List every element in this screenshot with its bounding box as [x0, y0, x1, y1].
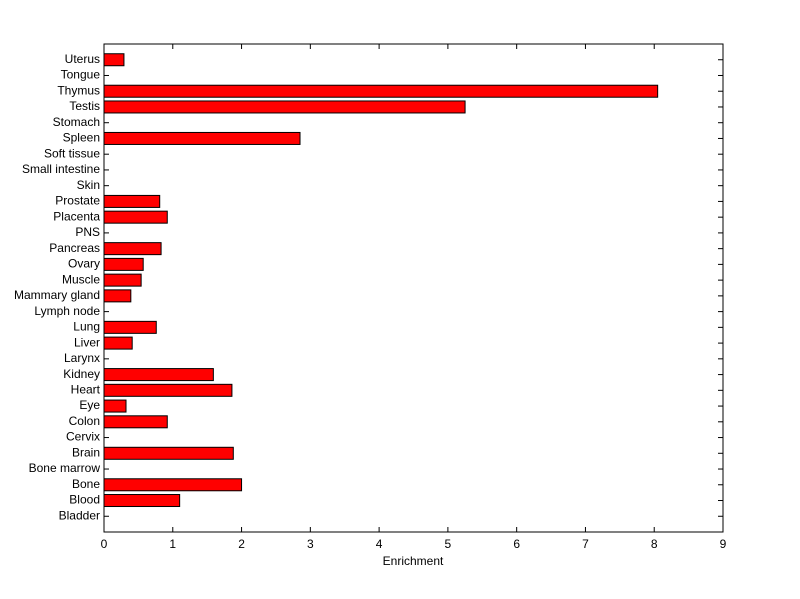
y-tick-label: Blood [69, 493, 100, 507]
bar [103, 273, 142, 287]
y-tick-label: Bone [72, 477, 100, 491]
y-tick-label: Bladder [59, 508, 100, 522]
y-tick-label: PNS [75, 225, 100, 239]
bar [103, 494, 181, 508]
y-tick-label: Testis [69, 99, 100, 113]
bar [103, 100, 466, 114]
y-tick-label: Brain [72, 445, 100, 459]
y-tick-label: Lung [73, 320, 100, 334]
x-tick-label: 5 [445, 537, 452, 551]
y-tick-label: Mammary gland [14, 288, 100, 302]
y-tick-label: Muscle [62, 272, 100, 286]
bar [103, 383, 233, 397]
x-tick-label: 4 [376, 537, 383, 551]
y-tick-label: Heart [71, 382, 101, 396]
bar [103, 336, 133, 350]
x-axis-label: Enrichment [383, 554, 444, 568]
y-tick-label: Lymph node [34, 304, 100, 318]
x-tick-label: 8 [651, 537, 658, 551]
plot-frame [103, 43, 724, 533]
y-tick-label: Bone marrow [29, 461, 101, 475]
y-tick-label: Soft tissue [44, 146, 100, 160]
bar [103, 194, 161, 208]
x-tick-label: 7 [582, 537, 589, 551]
y-tick-label: Cervix [66, 430, 100, 444]
bar [103, 399, 127, 413]
bar [103, 478, 243, 492]
bar [103, 131, 301, 145]
bar [103, 53, 125, 67]
x-tick-label: 3 [307, 537, 314, 551]
x-tick-label: 6 [513, 537, 520, 551]
y-tick-label: Tongue [61, 68, 101, 82]
y-tick-label: Placenta [53, 209, 100, 223]
x-tick-label: 1 [169, 537, 176, 551]
bar [103, 320, 157, 334]
y-tick-label: Small intestine [22, 162, 100, 176]
bar [103, 446, 234, 460]
y-tick-label: Pancreas [49, 241, 100, 255]
bar [103, 289, 132, 303]
bar [103, 242, 162, 256]
y-tick-label: Liver [74, 335, 100, 349]
y-tick-label: Uterus [65, 52, 100, 66]
x-tick-label: 0 [101, 537, 108, 551]
bar [103, 415, 168, 429]
bar [103, 257, 144, 271]
y-tick-label: Skin [77, 178, 100, 192]
x-tick-label: 2 [238, 537, 245, 551]
y-tick-label: Thymus [57, 83, 100, 97]
y-tick-label: Prostate [55, 194, 100, 208]
bar [103, 84, 659, 98]
y-tick-label: Larynx [64, 351, 100, 365]
y-tick-label: Ovary [68, 257, 100, 271]
y-tick-label: Kidney [63, 367, 100, 381]
bar [103, 368, 214, 382]
bar [103, 210, 168, 224]
y-tick-label: Spleen [63, 131, 100, 145]
y-tick-label: Colon [69, 414, 100, 428]
y-tick-label: Eye [79, 398, 100, 412]
x-tick-label: 9 [720, 537, 727, 551]
y-tick-label: Stomach [53, 115, 100, 129]
